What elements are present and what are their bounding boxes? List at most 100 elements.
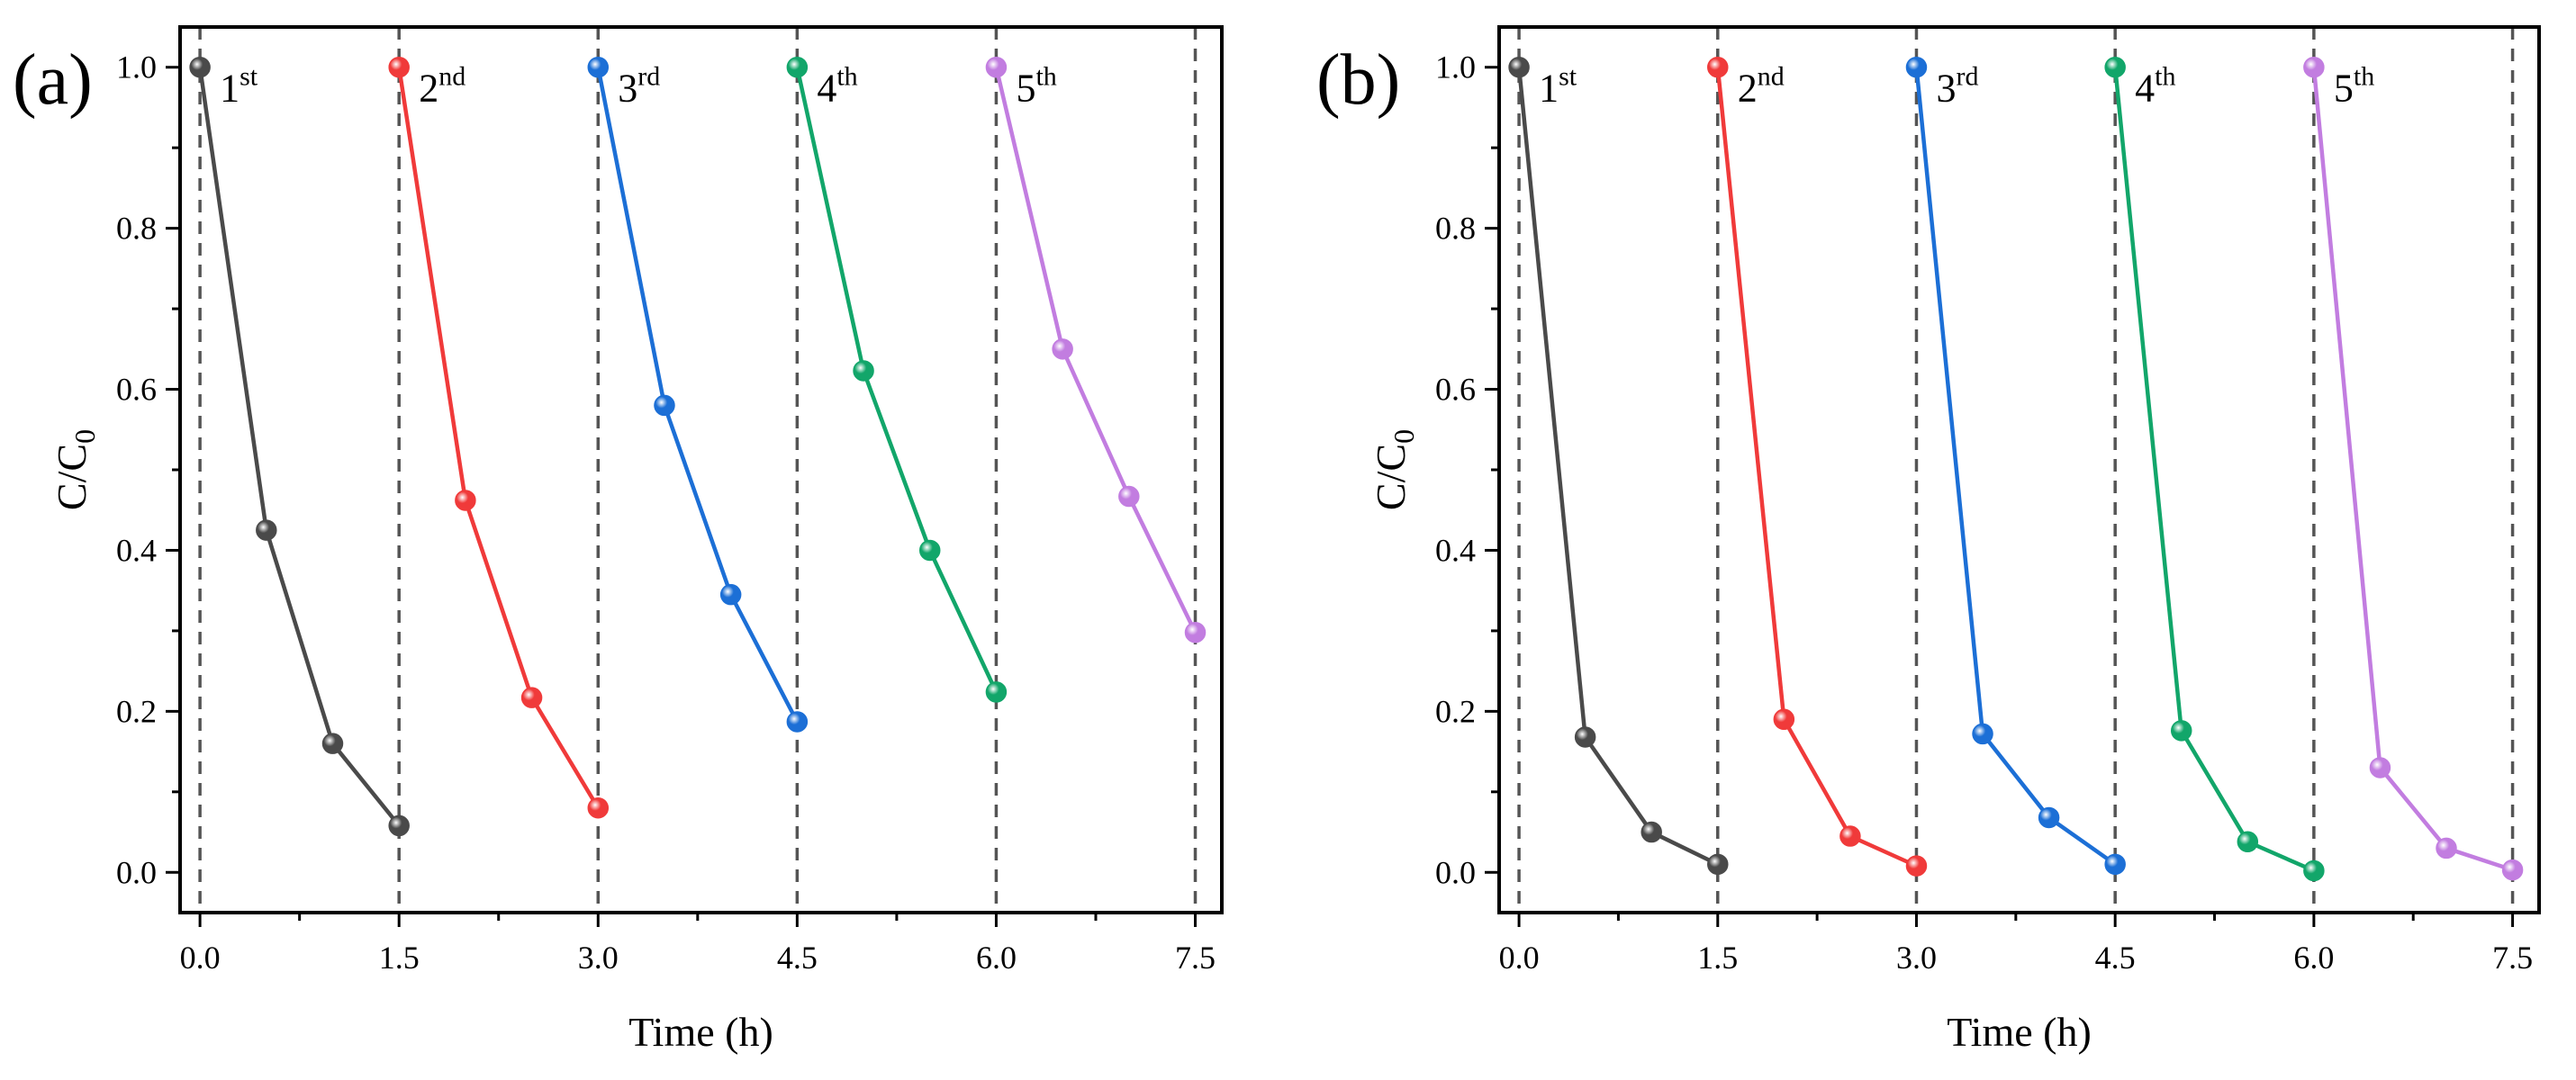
cycle-label-4th: 4th bbox=[817, 62, 857, 111]
data-point-5th bbox=[2436, 837, 2457, 860]
y-tick-label: 0.0 bbox=[1435, 854, 1476, 890]
cycle-label-number: 2 bbox=[419, 67, 438, 111]
data-point-3rd bbox=[1905, 56, 1928, 78]
y-tick-label: 0.8 bbox=[116, 211, 157, 247]
cycle-label-number: 5 bbox=[1016, 67, 1035, 111]
panel-label: (b) bbox=[1316, 40, 1400, 120]
data-point-2nd bbox=[520, 687, 543, 708]
cycle-label-2nd: 2nd bbox=[1738, 62, 1785, 111]
cycle-label-number: 5 bbox=[2334, 67, 2354, 111]
y-axis-label: C/C0 bbox=[49, 429, 101, 510]
data-point-1st bbox=[1574, 726, 1596, 748]
y-tick-label: 0.2 bbox=[1435, 693, 1476, 729]
cycle-label-superscript: th bbox=[2354, 62, 2374, 92]
data-point-5th bbox=[1052, 338, 1073, 360]
data-point-1st bbox=[321, 733, 344, 754]
series-line-2nd bbox=[1715, 67, 1918, 868]
data-point-4th bbox=[2170, 720, 2192, 742]
y-tick-label: 0.6 bbox=[1435, 372, 1476, 408]
data-point-4th bbox=[853, 360, 874, 382]
series-line-4th bbox=[795, 67, 999, 693]
x-axis-label: Time (h) bbox=[1947, 1009, 2092, 1055]
x-tick-label: 3.0 bbox=[578, 940, 619, 976]
x-tick-label: 6.0 bbox=[2293, 940, 2334, 976]
cycle-label-superscript: th bbox=[2155, 62, 2175, 92]
cycle-label-number: 1 bbox=[220, 67, 240, 111]
data-point-5th bbox=[2369, 757, 2391, 778]
data-point-1st bbox=[189, 56, 211, 78]
data-point-2nd bbox=[587, 796, 610, 819]
y-axis-label-subscript: 0 bbox=[1387, 429, 1420, 444]
data-point-1st bbox=[256, 519, 277, 541]
cycle-label-3rd: 3rd bbox=[1936, 62, 1978, 111]
cycle-label-5th: 5th bbox=[2334, 62, 2374, 111]
data-point-2nd bbox=[1773, 708, 1795, 731]
data-point-2nd bbox=[455, 490, 476, 511]
cycle-label-number: 2 bbox=[1738, 67, 1758, 111]
series-line-1st bbox=[197, 67, 401, 827]
data-point-4th bbox=[2303, 860, 2325, 882]
data-point-3rd bbox=[2104, 853, 2126, 876]
cycle-label-number: 1 bbox=[1539, 67, 1559, 111]
y-tick-label: 0.4 bbox=[1435, 532, 1476, 568]
y-tick-label: 0.4 bbox=[116, 532, 157, 568]
cycle-label-number: 4 bbox=[2135, 67, 2155, 111]
data-point-5th bbox=[985, 56, 1008, 78]
series-line-1st bbox=[1516, 67, 1719, 867]
cycle-label-superscript: th bbox=[1035, 62, 1056, 92]
chart-panel-b: 0.0 1.5 3.0 4.5 6.0 7.5 0.0 0.2 0.4 0.6 0.8 1.0 Time… bbox=[1316, 25, 2541, 1055]
x-tick-label: 1.5 bbox=[379, 940, 420, 976]
cycle-label-superscript: st bbox=[240, 62, 258, 92]
data-point-5th bbox=[1118, 485, 1140, 508]
data-point-4th bbox=[2104, 56, 2126, 78]
x-tick-label: 1.5 bbox=[1697, 940, 1738, 976]
y-tick-label: 1.0 bbox=[116, 50, 157, 86]
y-tick-label: 0.2 bbox=[116, 693, 157, 729]
data-point-5th bbox=[2501, 859, 2524, 881]
data-point-4th bbox=[918, 539, 941, 562]
cycle-label-superscript: th bbox=[836, 62, 857, 92]
x-tick-label: 0.0 bbox=[180, 940, 221, 976]
x-tick-label: 4.5 bbox=[2095, 940, 2136, 976]
cycle-label-superscript: rd bbox=[1956, 62, 1978, 92]
cycle-label-5th: 5th bbox=[1016, 62, 1056, 111]
x-tick-label: 4.5 bbox=[777, 940, 818, 976]
series-line-3rd bbox=[1914, 67, 2117, 867]
cycle-label-superscript: rd bbox=[637, 62, 660, 92]
series-line-5th bbox=[2311, 67, 2514, 872]
y-tick-label: 0.8 bbox=[1435, 211, 1476, 247]
data-point-3rd bbox=[719, 583, 742, 606]
cycle-label-1st: 1st bbox=[1539, 62, 1577, 111]
cycle-label-superscript: nd bbox=[1758, 62, 1785, 92]
cycle-label-number: 3 bbox=[618, 67, 637, 111]
y-axis-label-main: C/C bbox=[49, 444, 95, 510]
cycle-label-number: 4 bbox=[817, 67, 836, 111]
data-point-5th bbox=[2303, 56, 2325, 78]
data-point-3rd bbox=[786, 711, 809, 733]
data-point-1st bbox=[1707, 853, 1729, 876]
y-tick-label: 0.6 bbox=[116, 372, 157, 408]
y-tick-label: 0.0 bbox=[116, 854, 157, 890]
series-line-4th bbox=[2112, 67, 2315, 873]
y-axis-label: C/C0 bbox=[1368, 429, 1420, 510]
data-point-1st bbox=[388, 814, 410, 837]
y-tick-label: 1.0 bbox=[1435, 50, 1476, 86]
x-tick-label: 7.5 bbox=[1175, 940, 1216, 976]
cycle-label-superscript: st bbox=[1559, 62, 1577, 92]
x-tick-label: 3.0 bbox=[1896, 940, 1937, 976]
cycle-label-1st: 1st bbox=[220, 62, 258, 111]
y-axis-label-subscript: 0 bbox=[68, 429, 101, 444]
cycle-label-2nd: 2nd bbox=[419, 62, 465, 111]
data-point-3rd bbox=[2038, 806, 2060, 829]
cycle-label-4th: 4th bbox=[2135, 62, 2175, 111]
panel-label: (a) bbox=[13, 40, 93, 120]
chart-panel-a: 0.0 1.5 3.0 4.5 6.0 7.5 0.0 0.2 0.4 0.6 0.8 1.0 Time… bbox=[13, 25, 1224, 1055]
data-point-3rd bbox=[1972, 723, 1993, 745]
cycle-label-3rd: 3rd bbox=[618, 62, 660, 111]
x-tick-label: 6.0 bbox=[976, 940, 1017, 976]
data-point-2nd bbox=[1839, 825, 1861, 847]
cycle-label-number: 3 bbox=[1936, 67, 1956, 111]
series-line-3rd bbox=[596, 67, 800, 724]
data-point-4th bbox=[985, 681, 1008, 703]
series-line-5th bbox=[994, 67, 1198, 634]
